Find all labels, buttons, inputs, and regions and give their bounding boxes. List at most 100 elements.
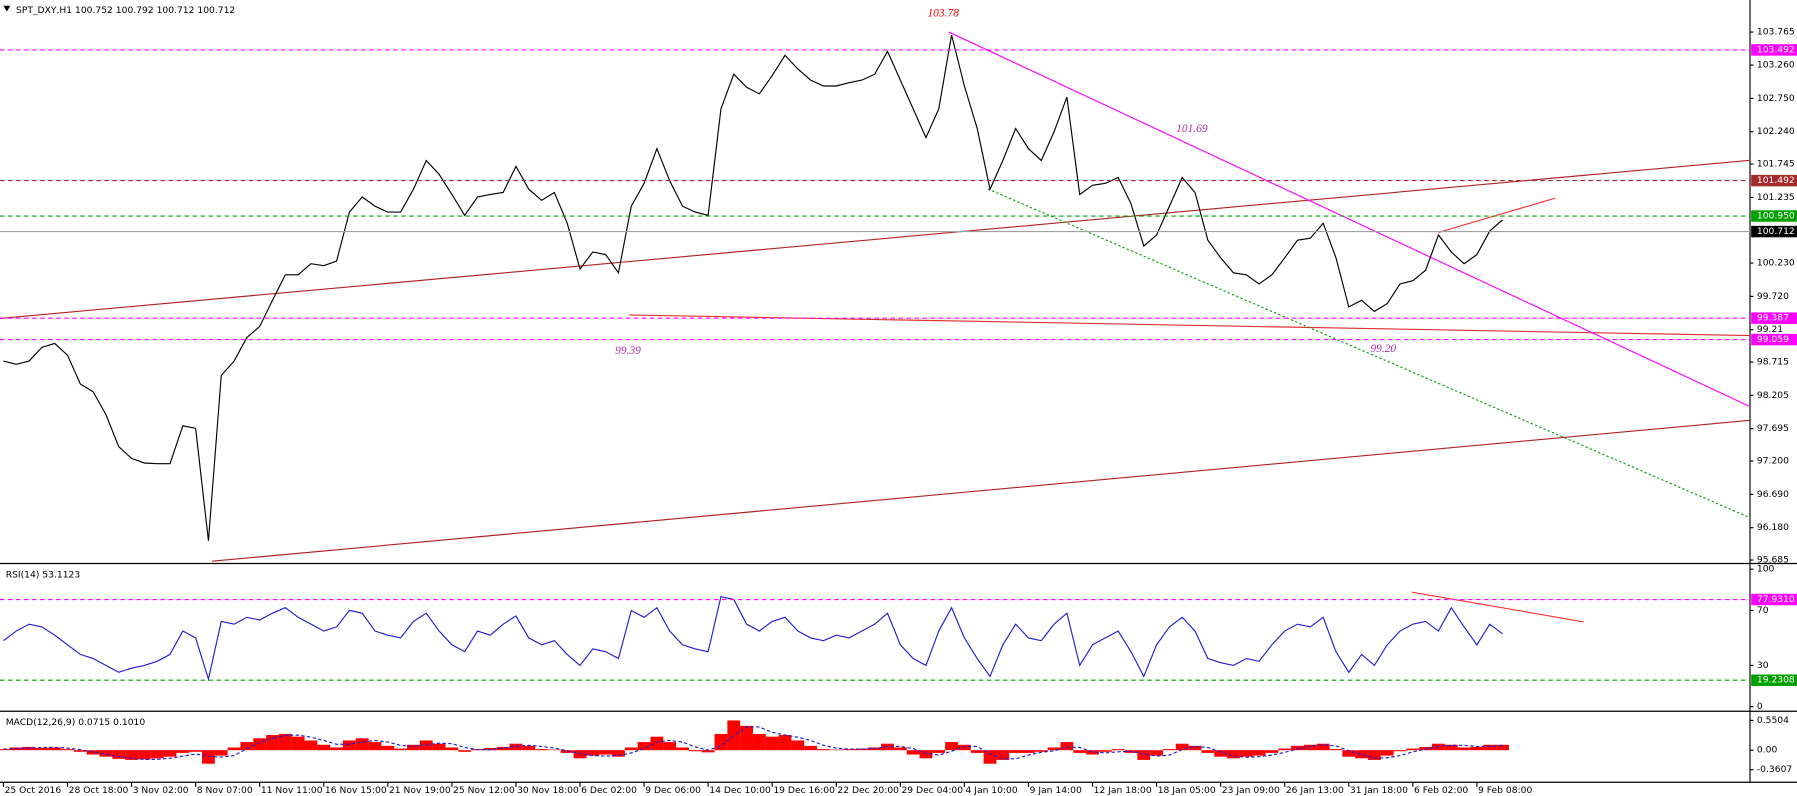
- x-tick-label: 19 Dec 16:00: [773, 785, 835, 796]
- y-tick-label: 97.200: [1757, 456, 1789, 467]
- macd-bar: [1367, 750, 1381, 760]
- macd-bar: [61, 749, 74, 751]
- macd-bar: [970, 750, 984, 753]
- macd-bar: [1380, 750, 1394, 756]
- macd-bar: [1227, 750, 1240, 759]
- x-tick-label: 11 Nov 11:00: [261, 785, 323, 796]
- macd-bar: [560, 750, 574, 753]
- macd-bar: [599, 750, 613, 755]
- annotation: 99.20: [1370, 343, 1396, 355]
- macd-bar: [214, 750, 228, 756]
- y-tick-label: 100: [1757, 564, 1775, 575]
- y-tick-label: 102.750: [1757, 93, 1795, 104]
- level-label: 103.492: [1757, 44, 1795, 55]
- macd-bar: [509, 743, 523, 751]
- x-tick-label: 31 Jan 18:00: [1350, 785, 1408, 796]
- macd-bar: [765, 736, 779, 751]
- x-tick-label: 18 Jan 05:00: [1158, 785, 1216, 796]
- macd-bar: [752, 733, 766, 751]
- macd-bar: [1444, 744, 1458, 751]
- macd-bar: [137, 750, 151, 760]
- macd-bar: [612, 750, 625, 757]
- macd-bar: [0, 749, 10, 751]
- macd-bar: [586, 750, 600, 756]
- macd-bar: [893, 747, 907, 751]
- y-tick-label: 99.21: [1757, 324, 1783, 335]
- macd-bar: [1329, 749, 1343, 751]
- y-tick-label: 101.745: [1757, 159, 1795, 170]
- macd-bar: [1252, 750, 1266, 756]
- x-tick-label: 9 Jan 14:00: [1030, 785, 1082, 796]
- macd-bar: [1342, 750, 1356, 757]
- level-label-box: [1751, 674, 1797, 686]
- menu-triangle[interactable]: [3, 5, 11, 12]
- x-tick-label: 25 Nov 12:00: [453, 785, 515, 796]
- macd-bar: [573, 750, 587, 759]
- macd-bar: [1009, 750, 1023, 753]
- x-tick-label: 14 Dec 10:00: [709, 785, 771, 796]
- level-label-box: [1751, 225, 1797, 238]
- trend-lines: [0, 31, 1751, 623]
- price-line: [3, 34, 1503, 541]
- macd-bar: [368, 742, 382, 751]
- x-tick-label: 12 Jan 18:00: [1094, 785, 1152, 796]
- macd-bar: [624, 747, 638, 751]
- x-tick-label: 6 Feb 02:00: [1414, 785, 1468, 796]
- level-label-box: [1751, 593, 1797, 606]
- x-tick-label: 23 Jan 09:00: [1222, 785, 1280, 796]
- y-tick-label: 97.695: [1757, 423, 1789, 434]
- rsi-line: [3, 596, 1503, 682]
- y-tick-label: 0.00: [1757, 745, 1778, 756]
- macd-bar: [727, 720, 741, 751]
- macd-bar: [176, 750, 190, 753]
- macd-bar: [407, 744, 420, 751]
- macd-bar: [150, 750, 164, 759]
- panel-title: SPT_DXY,H1 100.752 100.792 100.712 100.7…: [16, 5, 235, 16]
- macd-bar: [342, 740, 356, 751]
- annotation: 101.69: [1176, 123, 1208, 135]
- trend-line: [987, 188, 1751, 519]
- x-tick-label: 9 Dec 06:00: [645, 785, 701, 796]
- level-label: 19.2308: [1757, 675, 1795, 686]
- trend-line: [948, 31, 1751, 408]
- macd-bar: [676, 747, 689, 751]
- macd-bar: [1470, 746, 1484, 751]
- trend-line: [1411, 591, 1584, 623]
- macd-bar: [291, 736, 305, 751]
- macd-bar: [432, 743, 446, 751]
- macd-bar: [496, 746, 510, 751]
- level-label: 99.059: [1757, 334, 1789, 345]
- macd-bar: [1483, 744, 1497, 751]
- x-tick-label: 29 Dec 04:00: [901, 785, 963, 796]
- macd-bar: [637, 742, 651, 751]
- macd-bar: [73, 750, 87, 752]
- y-tick-label: 103.765: [1757, 27, 1795, 38]
- macd-bar: [125, 750, 138, 760]
- level-label-box: [1751, 210, 1797, 222]
- panel-title: RSI(14) 53.1123: [6, 569, 81, 580]
- x-tick-label: 16 Nov 15:00: [325, 785, 387, 796]
- macd-bar: [1162, 749, 1176, 751]
- x-tick-label: 21 Nov 19:00: [389, 785, 451, 796]
- macd-bar: [458, 750, 472, 752]
- level-label-box: [1751, 312, 1797, 324]
- macd-bar: [278, 733, 292, 751]
- x-tick-label: 30 Nov 18:00: [517, 785, 579, 796]
- y-tick-label: 103.260: [1757, 60, 1795, 71]
- macd-bar: [906, 750, 920, 755]
- macd-bar: [112, 750, 126, 759]
- annotation: 99.39: [615, 345, 641, 357]
- y-tick-label: 99.720: [1757, 291, 1789, 302]
- level-label: 99.387: [1757, 313, 1789, 324]
- macd-bar: [317, 744, 331, 751]
- y-tick-label: 102.240: [1757, 126, 1795, 137]
- level-label-box: [1751, 174, 1797, 187]
- macd-bar: [804, 745, 818, 751]
- macd-bar: [163, 750, 177, 757]
- macd-bar: [1278, 748, 1292, 751]
- macd-bar: [189, 750, 203, 752]
- macd-bar: [445, 747, 459, 751]
- y-tick-label: 0: [1757, 701, 1763, 712]
- signal-line: [3, 726, 1503, 760]
